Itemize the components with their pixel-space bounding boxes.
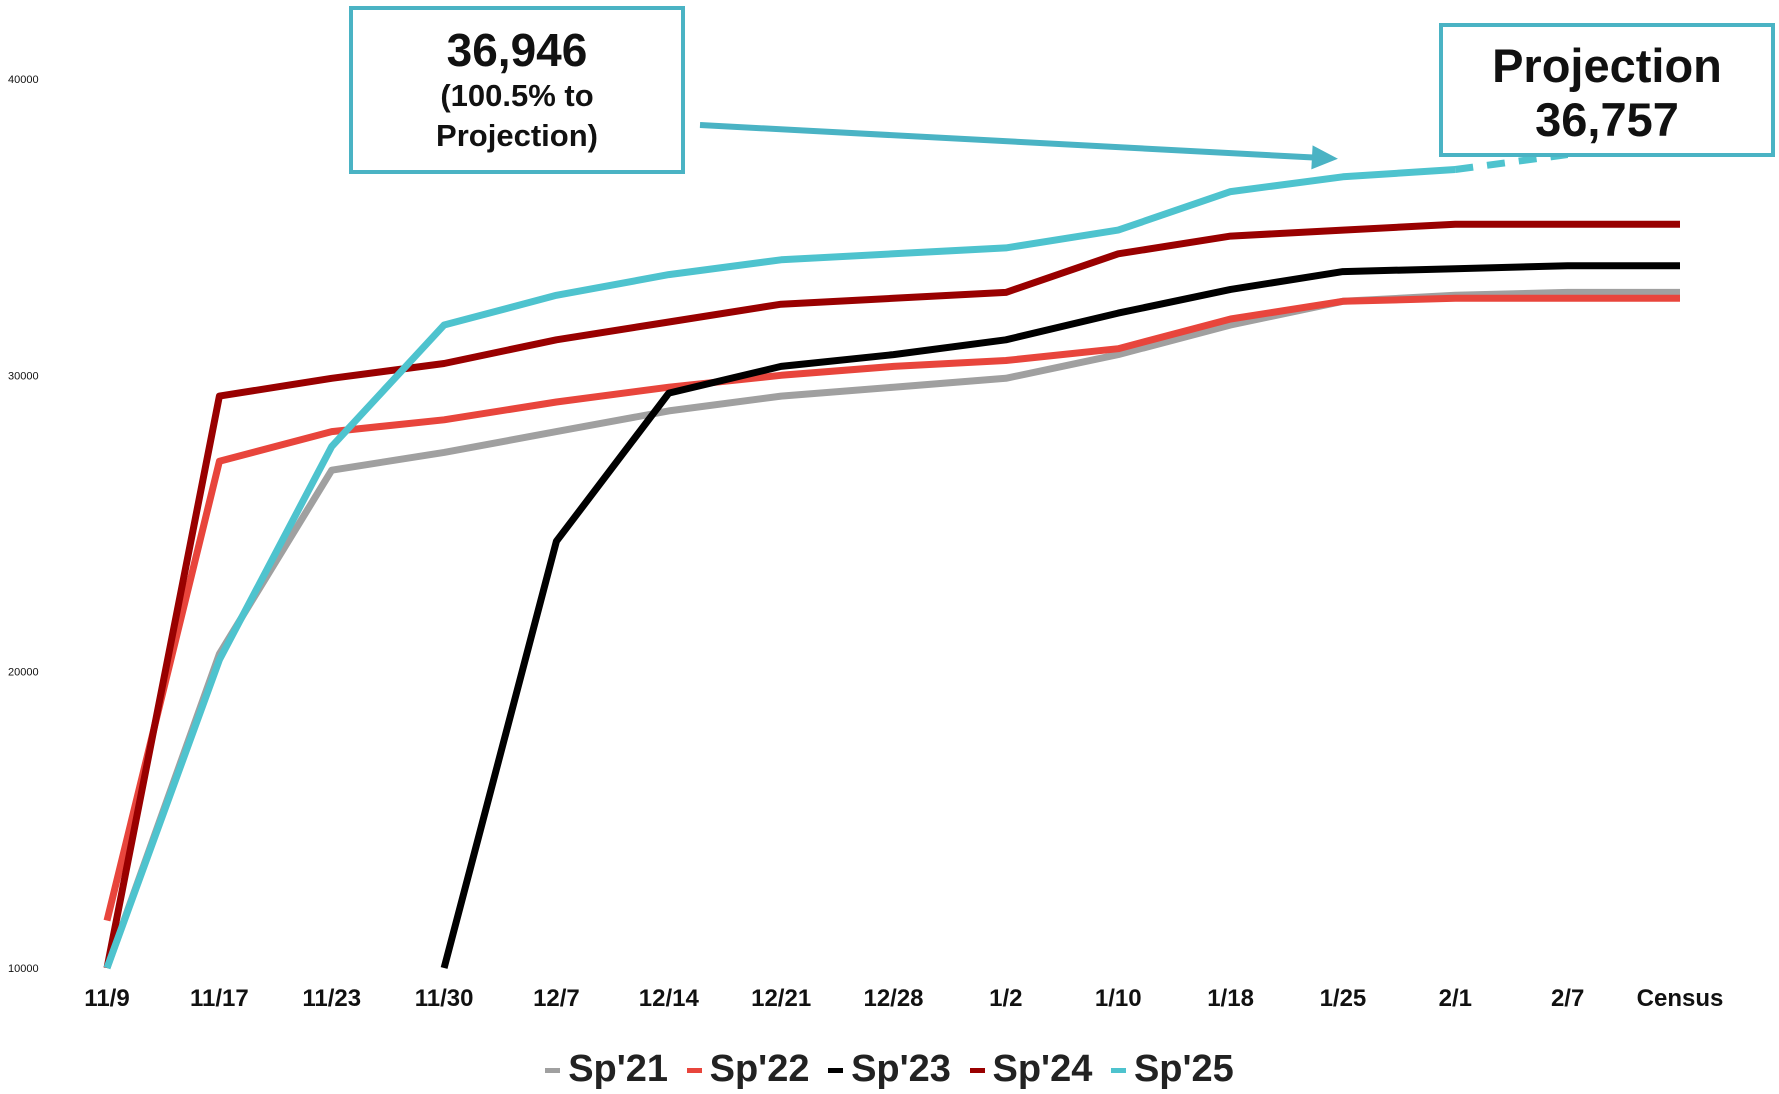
x-tick-label: 11/23 <box>302 985 361 1012</box>
x-tick-label: 1/18 <box>1207 985 1254 1012</box>
legend-label-sp21: Sp'21 <box>568 1048 669 1090</box>
x-tick-label: 12/21 <box>751 985 811 1012</box>
legend-swatch-sp22 <box>686 1068 702 1074</box>
callout-current-value: 36,946 <box>446 24 588 76</box>
x-tick-label: 11/17 <box>190 985 249 1012</box>
legend-item-sp25: Sp'25 <box>1110 1048 1234 1091</box>
series-line-sp24 <box>103 220 1680 969</box>
x-tick-label: Census <box>1637 985 1724 1012</box>
x-tick-label: 11/30 <box>415 985 474 1012</box>
legend-swatch-sp25 <box>1110 1068 1126 1074</box>
x-tick-label: 1/10 <box>1095 985 1142 1012</box>
x-tick-label: 2/1 <box>1439 985 1472 1012</box>
series-line-sp22 <box>103 294 1680 922</box>
x-axis-ticks: 11/9 11/17 11/23 11/30 12/7 12/14 12/21 12/28 1/… <box>84 985 1723 1012</box>
x-tick-label: 12/14 <box>639 985 700 1012</box>
x-tick-label: 11/9 <box>84 985 129 1012</box>
callout-projection-label: Projection <box>1492 39 1722 92</box>
x-tick-label: 12/7 <box>533 985 580 1012</box>
callout-projection: Projection 36,757 <box>1439 23 1775 157</box>
x-tick-label: 1/25 <box>1320 985 1367 1012</box>
callout-current-suffix: Projection) <box>436 118 598 153</box>
series-line-sp23 <box>440 262 1680 969</box>
chart-legend: Sp'21 Sp'22 Sp'23 Sp'24 Sp'25 <box>0 1048 1779 1091</box>
annotation-arrow-shaft <box>699 122 1317 161</box>
annotation-arrow <box>699 122 1338 170</box>
callout-current-pct: (100.5% to <box>440 78 594 113</box>
legend-label-sp25: Sp'25 <box>1133 1048 1234 1090</box>
callout-current-total: 36,946 (100.5% to Projection) <box>349 6 685 174</box>
legend-swatch-sp21 <box>545 1068 561 1074</box>
x-tick-label: 12/28 <box>863 985 923 1012</box>
legend-item-sp23: Sp'23 <box>828 1048 951 1091</box>
y-tick-label: 10000 <box>8 963 39 975</box>
legend-label-sp23: Sp'23 <box>851 1048 951 1090</box>
callout-projection-value: 36,757 <box>1535 93 1679 146</box>
legend-item-sp24: Sp'24 <box>969 1048 1093 1091</box>
legend-swatch-sp23 <box>828 1068 844 1074</box>
legend-item-sp22: Sp'22 <box>686 1048 810 1091</box>
x-tick-label: 2/7 <box>1551 985 1584 1012</box>
legend-item-sp21: Sp'21 <box>545 1048 668 1091</box>
y-tick-label: 20000 <box>8 667 39 679</box>
series-line-sp21 <box>103 288 1680 970</box>
legend-swatch-sp24 <box>969 1068 985 1074</box>
y-axis-ticks: 10000 20000 30000 40000 <box>8 74 39 975</box>
legend-label-sp22: Sp'22 <box>709 1048 810 1090</box>
y-tick-label: 40000 <box>8 74 39 86</box>
x-tick-label: 1/2 <box>989 985 1022 1012</box>
annotation-arrow-head <box>1311 145 1338 170</box>
legend-label-sp24: Sp'24 <box>992 1048 1093 1090</box>
series-lines <box>103 166 1680 970</box>
y-tick-label: 30000 <box>8 370 39 382</box>
series-line-sp25 <box>103 166 1456 970</box>
